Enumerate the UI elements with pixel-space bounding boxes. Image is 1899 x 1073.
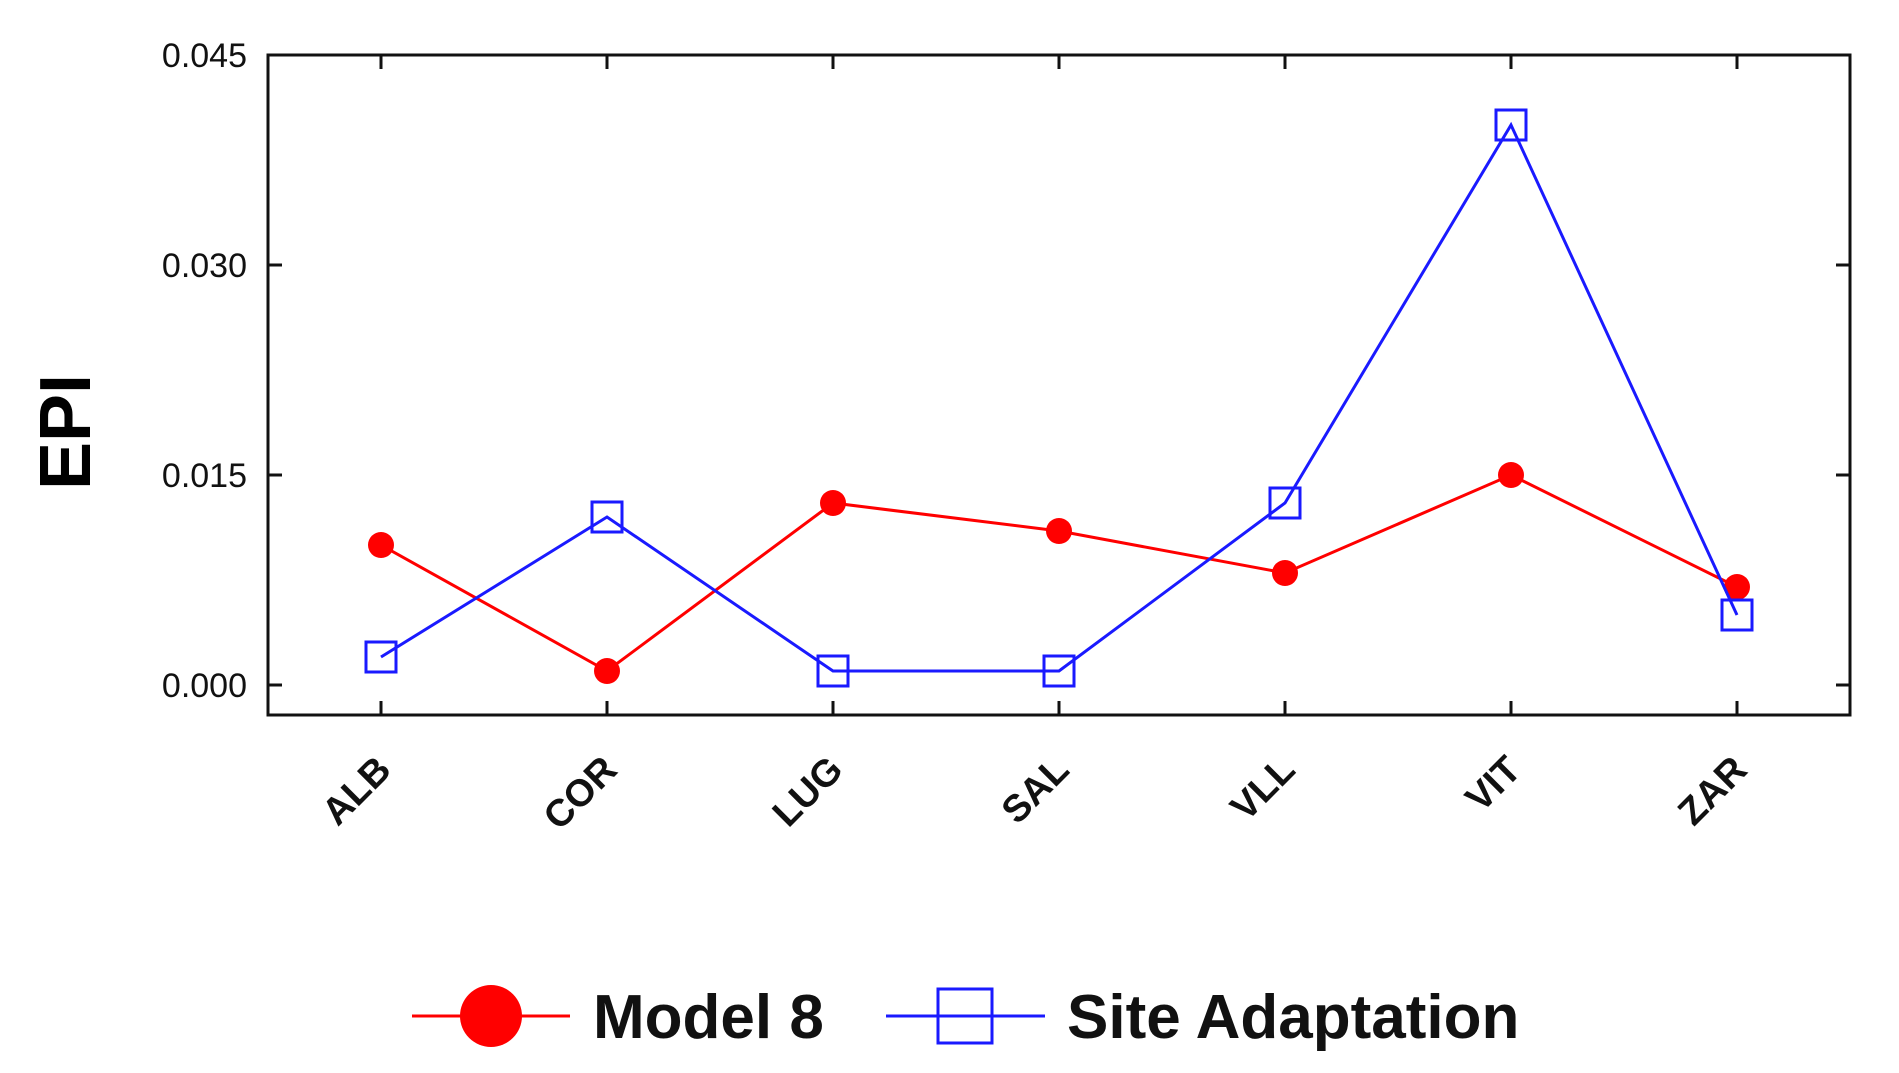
data-point — [1498, 462, 1524, 488]
legend-item-site-adaptation: Site Adaptation — [886, 983, 1519, 1052]
data-point — [590, 500, 624, 534]
x-tick-label: COR — [536, 749, 625, 838]
legend-label: Site Adaptation — [1067, 983, 1519, 1052]
x-tick-label: ZAR — [1670, 749, 1755, 834]
series-site-adaptation — [364, 108, 1754, 688]
series-layer — [364, 108, 1754, 688]
y-tick-label: 0.030 — [162, 247, 247, 285]
x-tick-label: VIT — [1458, 749, 1530, 821]
data-point — [1046, 518, 1072, 544]
data-point — [1042, 654, 1076, 688]
y-tick-label: 0.015 — [162, 457, 247, 495]
data-point — [820, 490, 846, 516]
data-point — [1720, 598, 1754, 632]
data-point — [1724, 574, 1750, 600]
x-tick-label: VLL — [1223, 749, 1303, 829]
legend: Model 8 Site Adaptation — [412, 983, 1519, 1052]
y-axis-label: EPI — [26, 374, 106, 490]
series-line — [380, 473, 1738, 673]
series-line — [380, 121, 1739, 673]
legend-item-model-8: Model 8 — [412, 983, 824, 1052]
data-point — [594, 658, 620, 684]
data-point — [1494, 108, 1528, 142]
data-point — [368, 532, 394, 558]
y-tick-label: 0.045 — [162, 37, 247, 75]
data-point — [364, 640, 398, 674]
x-tick-label: LUG — [765, 749, 851, 835]
x-axis-ticks: ALB COR LUG SAL VLL VIT ZAR — [314, 55, 1755, 838]
series-model-8 — [368, 462, 1750, 684]
y-axis-ticks: 0.000 0.015 0.030 0.045 — [162, 37, 1850, 705]
legend-marker — [460, 985, 522, 1047]
legend-label: Model 8 — [593, 983, 824, 1052]
legend-marker — [936, 987, 994, 1045]
x-tick-label: SAL — [994, 749, 1077, 832]
data-point — [816, 654, 850, 688]
x-tick-label: ALB — [314, 749, 399, 834]
y-tick-label: 0.000 — [162, 667, 247, 705]
data-point — [1272, 560, 1298, 586]
data-point — [1268, 486, 1302, 520]
